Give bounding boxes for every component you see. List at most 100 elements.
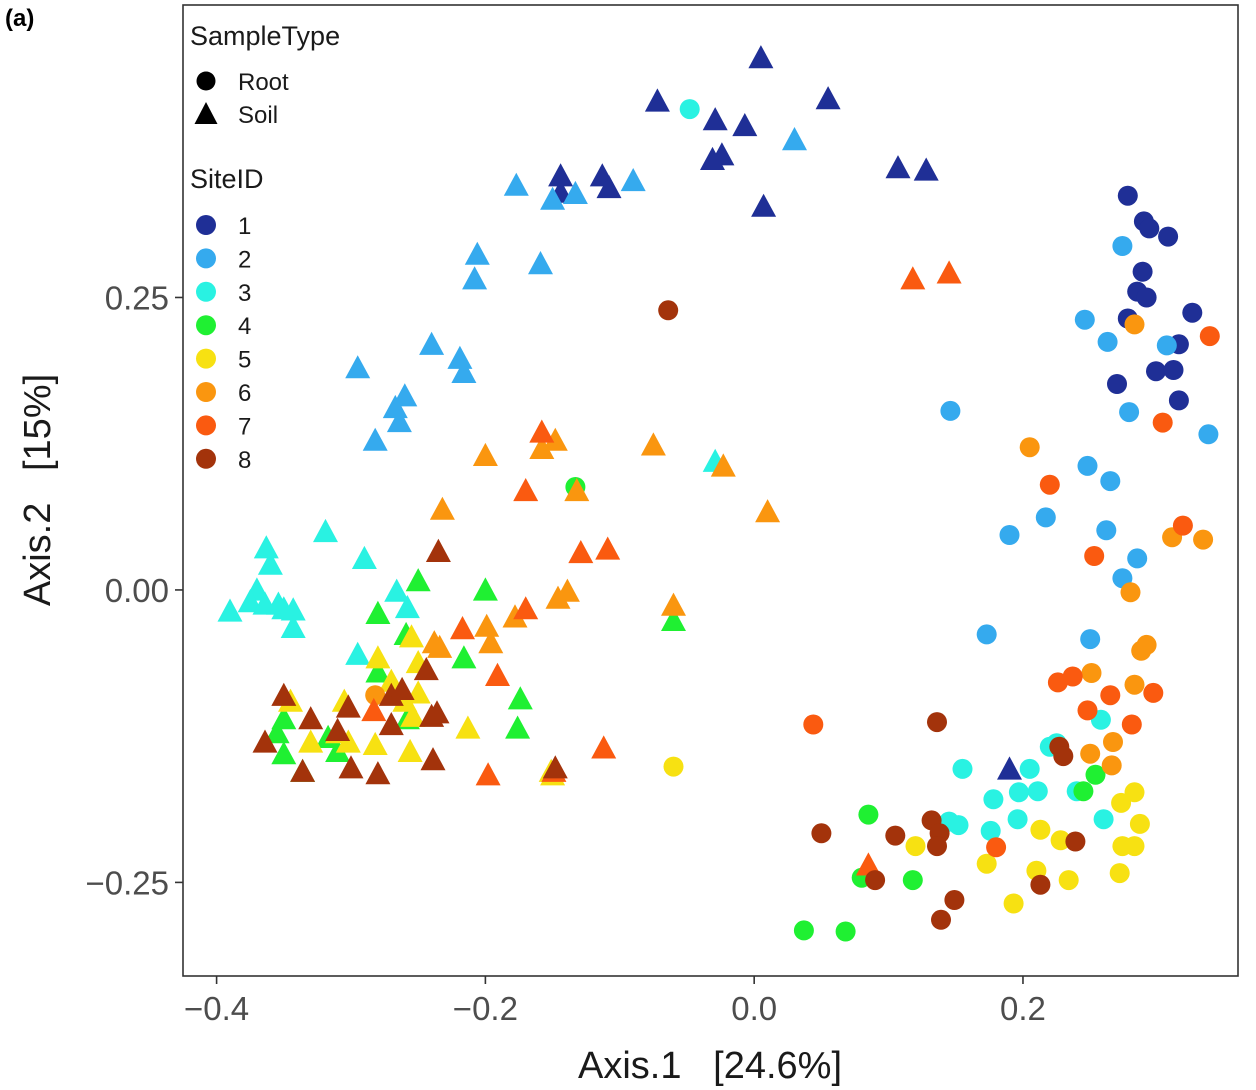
point-soil-site8 [298, 706, 324, 730]
point-soil-site2 [620, 168, 646, 192]
legend-key-site-6 [196, 382, 216, 402]
point-soil-site1 [913, 157, 939, 181]
point-soil-site6 [755, 499, 781, 523]
point-soil-site2 [345, 355, 371, 379]
legend-key-site-7 [196, 415, 216, 436]
point-root-site2 [1080, 629, 1101, 650]
point-soil-site1 [751, 193, 777, 217]
data-points [217, 45, 1220, 942]
point-root-site5 [1058, 870, 1079, 891]
point-soil-site8 [378, 682, 404, 706]
point-soil-site2 [540, 186, 566, 210]
point-root-site1 [1168, 390, 1189, 411]
point-root-site2 [1096, 520, 1117, 541]
point-root-site4 [1085, 764, 1106, 785]
point-root-site4 [858, 804, 879, 825]
legend-key-root-circle [196, 71, 216, 91]
point-soil-site2 [451, 359, 477, 383]
legend-key-site-8 [196, 448, 216, 469]
point-root-site7 [1121, 714, 1142, 735]
legend-key-site-5 [196, 348, 216, 369]
legend-title-siteid: SiteID [190, 164, 264, 194]
point-soil-site2 [503, 172, 529, 196]
point-soil-site5 [397, 738, 423, 762]
point-soil-site4 [661, 607, 686, 631]
y-tick-label: 0.00 [105, 572, 169, 609]
point-root-site6 [1101, 755, 1122, 776]
point-root-site7 [1062, 666, 1083, 687]
point-root-site2 [1077, 455, 1098, 476]
point-soil-site7 [900, 266, 926, 290]
point-soil-site2 [362, 427, 388, 451]
point-root-site5 [1124, 782, 1145, 803]
point-root-site4 [1073, 781, 1094, 802]
point-soil-site1 [596, 175, 622, 199]
point-soil-site8 [378, 712, 404, 736]
point-root-site1 [1158, 226, 1179, 247]
point-root-site2 [1127, 548, 1148, 569]
legend: SampleType Root Soil SiteID 1 2 3 4 5 6 7 8 [190, 21, 340, 474]
point-soil-site8 [420, 747, 446, 771]
point-root-site7 [986, 837, 1007, 858]
point-soil-site8 [338, 755, 364, 779]
point-soil-site4 [507, 686, 533, 710]
point-soil-site3 [217, 598, 243, 622]
point-root-site5 [1003, 893, 1024, 914]
point-root-site3 [952, 758, 973, 779]
point-root-site4 [902, 870, 923, 891]
point-soil-site4 [271, 741, 297, 765]
point-root-site1 [1136, 287, 1157, 308]
point-soil-site1 [997, 756, 1022, 780]
point-soil-site3 [313, 518, 338, 543]
point-root-site2 [1074, 309, 1095, 330]
point-soil-site7 [855, 852, 881, 876]
point-root-site7 [1084, 546, 1105, 566]
point-root-site7 [1077, 700, 1098, 721]
legend-label-soil: Soil [238, 102, 278, 129]
point-soil-site2 [447, 345, 473, 369]
point-soil-site8 [252, 729, 278, 753]
point-root-site1 [1182, 302, 1203, 323]
point-root-site1 [1163, 360, 1184, 380]
point-soil-site5 [365, 645, 391, 669]
point-root-site8 [1065, 831, 1086, 852]
legend-key-site-2 [196, 248, 216, 269]
point-soil-site7 [513, 596, 539, 620]
point-soil-site4 [451, 645, 477, 669]
point-root-site8 [811, 823, 832, 844]
point-soil-site8 [424, 700, 450, 724]
point-soil-site7 [936, 260, 962, 284]
point-root-site7 [1199, 326, 1220, 347]
point-soil-site5 [298, 729, 324, 753]
point-root-site7 [1039, 474, 1060, 495]
point-root-site7 [1143, 682, 1164, 703]
point-root-site2 [1112, 236, 1133, 256]
point-root-site7 [1152, 412, 1173, 433]
point-soil-site2 [386, 409, 412, 433]
panel-label: (a) [5, 5, 34, 32]
point-root-site2 [1097, 331, 1118, 352]
point-root-site8 [931, 909, 951, 930]
point-soil-site4 [264, 720, 290, 744]
point-soil-site6 [710, 453, 736, 477]
point-root-site5 [976, 853, 997, 874]
point-soil-site2 [419, 331, 445, 355]
point-soil-site6 [542, 427, 568, 451]
point-root-site2 [1198, 424, 1219, 445]
point-root-site6 [1081, 663, 1102, 683]
point-soil-site4 [405, 568, 431, 592]
point-soil-site8 [425, 538, 451, 562]
point-soil-site7 [485, 662, 510, 686]
point-root-site3 [948, 815, 969, 836]
point-soil-site6 [478, 630, 504, 654]
point-root-site7 [1172, 515, 1193, 536]
point-root-site2 [976, 624, 997, 645]
point-soil-site5 [455, 715, 481, 739]
point-soil-site1 [748, 45, 774, 69]
legend-label-site-4: 4 [238, 313, 251, 340]
x-tick-label: −0.2 [453, 990, 518, 1027]
point-root-site1 [1132, 261, 1153, 282]
point-soil-site6 [564, 478, 590, 502]
point-soil-site3 [394, 595, 420, 619]
